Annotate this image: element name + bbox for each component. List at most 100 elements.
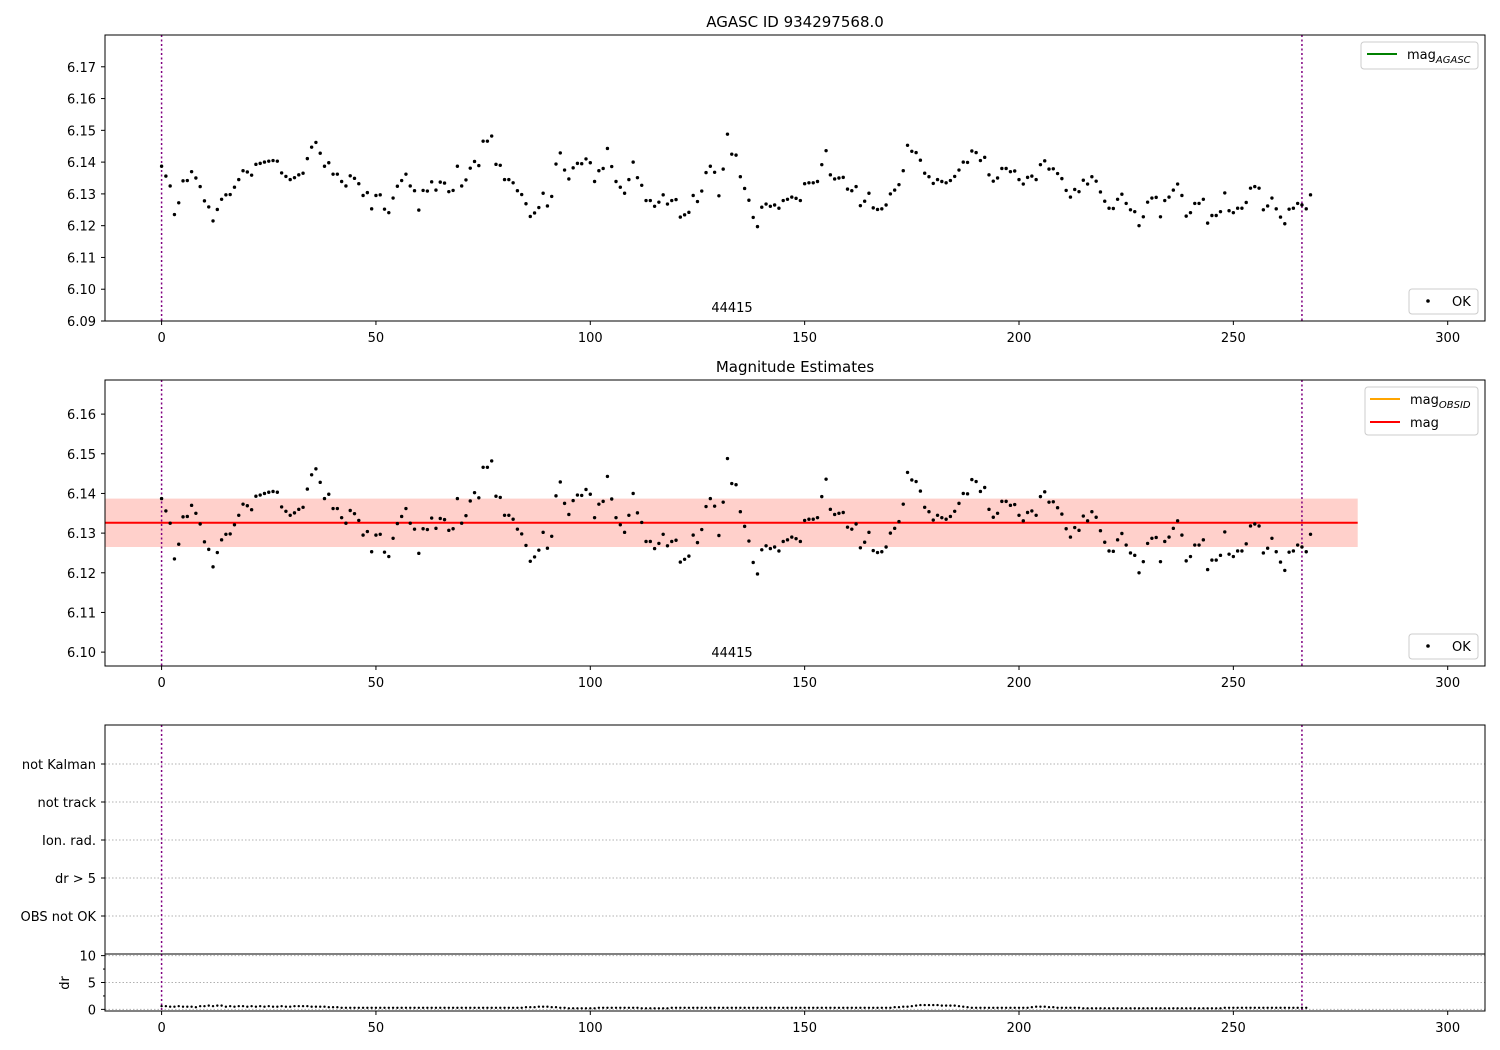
p2-ok-point-158: [837, 511, 841, 515]
dr-point-229: [1142, 1007, 1145, 1010]
p1-ok-point-159: [841, 175, 845, 180]
dr-point-106: [614, 1006, 618, 1009]
p1-ok-point-71: [464, 178, 468, 182]
p1-ok-point-177: [918, 158, 923, 162]
dr-point-241: [1193, 1007, 1196, 1010]
p1-ok-point-192: [983, 155, 987, 160]
p2-ok-point-98: [580, 493, 584, 498]
p2-ok-point-173: [901, 502, 905, 506]
p2-ok-point-42: [339, 515, 344, 520]
p2-ok-point-128: [708, 496, 713, 501]
p2-ok-point-238: [1180, 533, 1184, 537]
dr-point-136: [743, 1006, 746, 1009]
p1-ok-point-16: [228, 192, 232, 197]
dr-point-183: [944, 1004, 948, 1007]
p2-ok-point-188: [965, 492, 970, 496]
p1-ok-point-247: [1218, 209, 1223, 214]
dr-point-143: [773, 1006, 776, 1009]
dr-point-172: [897, 1006, 901, 1009]
p1-ok-point-124: [691, 193, 695, 198]
p2-ok-point-15: [224, 532, 228, 537]
p2-ok-point-82: [511, 517, 515, 521]
p2-ok-point-60: [417, 551, 421, 556]
dr-point-128: [709, 1006, 712, 1009]
dr-point-212: [1069, 1006, 1072, 1009]
dr-point-110: [631, 1006, 635, 1009]
p2-ok-point-4: [177, 542, 181, 546]
p2-ok-point-39: [327, 492, 331, 496]
dr-point-153: [816, 1006, 819, 1009]
p2-ok-point-101: [592, 515, 597, 520]
p2-ok-point-224: [1120, 531, 1124, 536]
dr-point-41: [336, 1006, 339, 1009]
p2-ok-point-78: [494, 494, 498, 498]
dr-point-165: [867, 1006, 871, 1009]
p1-ok-point-13: [215, 207, 220, 212]
p1-ok-point-12: [211, 219, 215, 223]
p1-ok-point-14: [219, 197, 224, 201]
p1-ok-point-206: [1043, 159, 1047, 163]
dr-point-87: [533, 1006, 536, 1009]
dr-point-228: [1137, 1007, 1141, 1010]
p2-ok-point-118: [665, 544, 670, 548]
p1-ok-point-19: [241, 168, 245, 173]
dr-point-67: [447, 1006, 451, 1009]
p1-ok-point-17: [232, 185, 237, 189]
panel-1-legend-mag-agasc: magAGASC: [1360, 41, 1479, 70]
p2-ok-point-54: [391, 536, 395, 540]
p3-x-tick-label-1: 50: [368, 1021, 385, 1036]
p1-ok-point-183: [944, 181, 948, 185]
p2-ok-point-236: [1171, 526, 1176, 531]
dr-point-217: [1090, 1007, 1094, 1010]
p2-ok-point-156: [828, 507, 833, 512]
dr-point-100: [589, 1007, 592, 1010]
dr-point-2: [168, 1005, 172, 1008]
p1-ok-point-43: [344, 184, 348, 188]
p2-ok-point-196: [1000, 499, 1004, 504]
p2-ok-point-40: [331, 506, 335, 511]
dr-point-146: [786, 1006, 789, 1009]
dr-point-230: [1146, 1007, 1149, 1010]
dr-point-48: [366, 1006, 369, 1009]
dr-point-21: [250, 1004, 253, 1008]
dr-point-200: [1017, 1006, 1021, 1009]
dr-point-159: [842, 1006, 845, 1009]
p1-ok-point-194: [991, 179, 995, 183]
dr-point-188: [966, 1006, 969, 1009]
p2-ok-point-179: [927, 509, 931, 514]
p1-y-tick-label-0: 6.10: [67, 646, 96, 661]
p1-ok-point-108: [622, 191, 627, 195]
p1-ok-point-257: [1261, 208, 1266, 212]
p2-ok-point-191: [978, 489, 983, 494]
dr-point-129: [713, 1006, 716, 1009]
p1-ok-point-160: [845, 187, 850, 191]
p1-ok-point-211: [1064, 188, 1068, 193]
p1-ok-point-69: [455, 164, 460, 168]
p3-x-tick-label-2: 100: [578, 1021, 603, 1036]
p2-ok-point-167: [875, 550, 880, 555]
p2-ok-point-17: [232, 523, 237, 527]
p2-ok-point-35: [309, 473, 314, 477]
p2-ok-point-190: [974, 479, 978, 484]
dr-point-194: [992, 1006, 995, 1009]
p1-ok-point-147: [790, 195, 794, 199]
p1-ok-point-76: [485, 139, 490, 143]
p2-ok-point-132: [725, 456, 730, 461]
dr-point-142: [769, 1006, 772, 1009]
p2-ok-point-75: [481, 465, 485, 469]
panel-1-plot: 6.09 6.10 6.11 6.12 6.13 6.14 6.15 6.16 6.17 0 50 1…: [67, 35, 1460, 346]
p2-ok-point-239: [1184, 559, 1188, 563]
dr-point-239: [1184, 1007, 1188, 1010]
dr-point-121: [679, 1006, 682, 1009]
dr-point-36: [314, 1005, 318, 1008]
p2-ok-point-131: [721, 500, 725, 504]
ok-legend-marker-2: [1426, 644, 1430, 648]
dr-point-77: [490, 1006, 493, 1009]
dr-point-33: [301, 1004, 305, 1008]
dr-point-50: [374, 1006, 378, 1009]
dr-point-157: [833, 1006, 836, 1009]
dr-point-202: [1026, 1006, 1029, 1009]
dr-point-255: [1253, 1006, 1256, 1009]
p1-ok-point-145: [781, 198, 785, 203]
